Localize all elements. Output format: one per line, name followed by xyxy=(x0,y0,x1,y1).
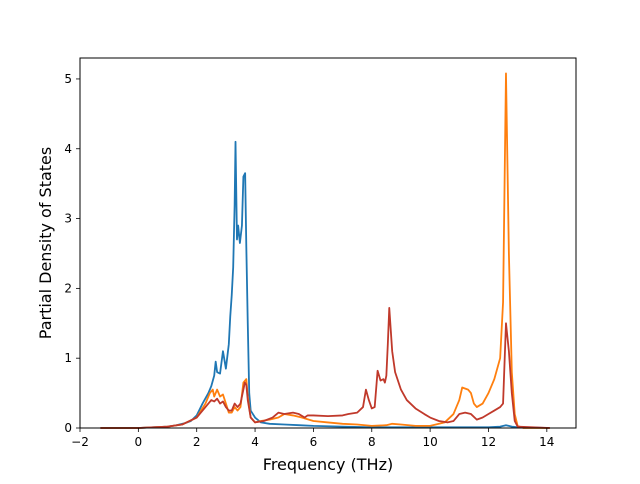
x-tick-label: 8 xyxy=(368,435,376,449)
y-tick-label: 5 xyxy=(64,72,72,86)
y-tick-label: 1 xyxy=(64,351,72,365)
series-line-3 xyxy=(100,307,550,429)
x-tick-label: 4 xyxy=(251,435,259,449)
plot-lines xyxy=(100,72,550,429)
plot-area-frame xyxy=(79,57,577,429)
x-tick-label: −2 xyxy=(71,435,89,449)
y-tick-label: 2 xyxy=(64,281,72,295)
x-tick-label: 14 xyxy=(539,435,554,449)
y-axis-label: Partial Density of States xyxy=(36,147,55,339)
x-tick-label: 6 xyxy=(310,435,318,449)
y-axis-ticks: 0 1 2 3 4 5 xyxy=(64,72,80,435)
x-axis-ticks: −2 0 2 4 6 8 10 12 14 xyxy=(71,428,554,449)
y-tick-label: 3 xyxy=(64,212,72,226)
x-tick-label: 12 xyxy=(481,435,496,449)
series-line-2 xyxy=(100,72,550,429)
series-line-1 xyxy=(100,140,550,429)
x-tick-label: 0 xyxy=(135,435,143,449)
x-tick-label: 2 xyxy=(193,435,201,449)
y-tick-label: 0 xyxy=(64,421,72,435)
x-axis-label: Frequency (THz) xyxy=(263,455,393,474)
x-tick-label: 10 xyxy=(422,435,437,449)
y-tick-label: 4 xyxy=(64,142,72,156)
